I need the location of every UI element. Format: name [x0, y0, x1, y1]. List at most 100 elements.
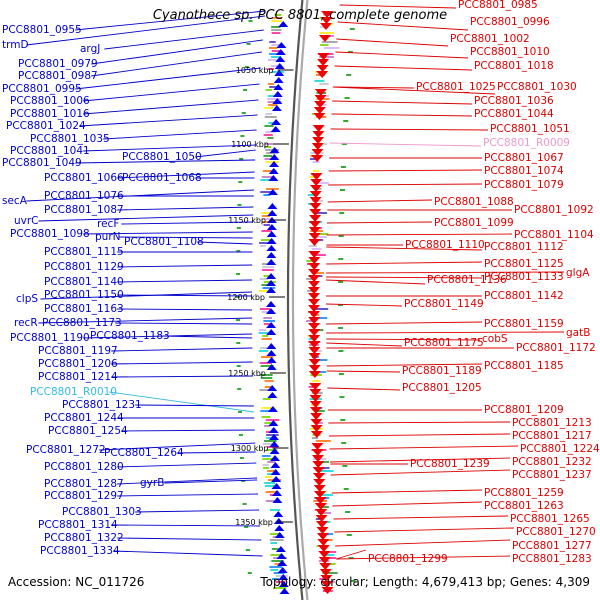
gene-feature — [262, 269, 274, 271]
plus-strand-gene — [311, 443, 324, 450]
plus-strand-gene — [311, 149, 324, 156]
gene-feature — [267, 137, 274, 139]
gc-marker — [236, 319, 241, 321]
gene-label: PCC8801_1185 — [484, 360, 564, 372]
gene-feature — [262, 170, 277, 172]
minus-strand-gene — [266, 280, 276, 286]
label-leader — [115, 322, 253, 325]
gene-label: PCC8801_1314 — [38, 519, 118, 531]
label-leader — [326, 338, 481, 341]
gene-feature — [315, 440, 331, 442]
minus-strand-gene — [266, 287, 276, 293]
plus-strand-gene — [308, 329, 321, 336]
plus-strand-gene — [310, 431, 323, 438]
label-leader — [135, 404, 254, 407]
minus-strand-gene — [266, 252, 277, 258]
gene-feature — [323, 554, 335, 556]
gene-feature — [265, 476, 272, 478]
label-leader — [333, 515, 509, 520]
gene-label: PCC8801_1006 — [10, 95, 90, 107]
plus-strand-gene — [311, 143, 324, 150]
plus-strand-gene — [311, 449, 324, 456]
plus-strand-gene — [310, 425, 323, 432]
gene-feature — [262, 443, 273, 445]
minus-strand-gene — [271, 483, 282, 489]
gene-feature — [268, 59, 281, 61]
gene-feature — [263, 275, 272, 277]
gc-marker — [338, 258, 344, 260]
plus-strand-gene — [312, 455, 324, 462]
plus-strand-gene — [309, 383, 322, 390]
gene-feature — [318, 506, 329, 508]
gene-feature — [270, 509, 280, 511]
gene-label: PCC8801_1303 — [62, 506, 142, 518]
plus-strand-gene — [316, 65, 329, 72]
minus-strand-gene — [266, 350, 277, 356]
minus-strand-gene — [269, 147, 280, 153]
label-leader — [111, 375, 253, 378]
gene-feature — [269, 566, 282, 568]
minus-strand-gene — [269, 441, 280, 447]
label-leader — [103, 129, 257, 140]
gc-marker — [345, 511, 351, 513]
gene-label: PCC8801_1173 — [42, 317, 122, 329]
gene-feature — [315, 518, 322, 520]
gc-marker — [338, 281, 344, 283]
minus-strand-gene — [270, 469, 281, 475]
gene-feature — [318, 470, 334, 472]
plus-strand-gene — [320, 17, 333, 24]
gene-label: PCC8801_1041 — [10, 145, 90, 157]
gene-feature — [264, 386, 272, 388]
minus-strand-gene — [278, 581, 289, 587]
label-leader — [26, 15, 265, 46]
gene-feature — [261, 218, 272, 220]
plus-strand-gene — [308, 221, 321, 228]
gene-label: PCC8801_1049 — [2, 157, 82, 169]
gene-label: PCC8801_1016 — [10, 108, 90, 120]
gene-feature — [264, 146, 271, 148]
gc-marker — [340, 189, 345, 191]
gene-label: PCC8801_1224 — [520, 443, 600, 455]
gene-feature — [322, 572, 338, 574]
plus-strand-gene — [318, 557, 331, 564]
minus-strand-gene — [274, 63, 285, 69]
gene-feature — [260, 191, 272, 193]
gene-feature — [259, 362, 272, 364]
label-leader — [336, 555, 511, 560]
plus-strand-gene — [310, 185, 322, 192]
label-leader — [326, 276, 483, 279]
gc-marker — [343, 488, 349, 490]
gc-marker — [238, 181, 243, 183]
gene-feature — [260, 410, 274, 412]
gene-label: PCC8801_1189 — [402, 365, 482, 377]
plus-strand-gene — [320, 575, 333, 582]
plus-strand-gene — [313, 107, 326, 114]
gene-feature — [268, 83, 275, 85]
gene-label: PCC8801_0987 — [18, 70, 98, 82]
gene-label: PCC8801_1092 — [514, 204, 594, 216]
gene-label: glgA — [566, 267, 590, 279]
gene-label: PCC8801_1125 — [484, 258, 564, 270]
gene-feature — [267, 461, 276, 463]
gene-feature — [312, 317, 328, 319]
gene-feature — [262, 266, 274, 268]
gene-label: PCC8801_1051 — [490, 123, 570, 135]
gene-feature — [265, 161, 279, 163]
gc-marker — [341, 143, 347, 145]
minus-strand-gene — [276, 553, 287, 559]
plus-strand-gene — [317, 539, 330, 546]
gene-label: PCC8801_1287 — [44, 478, 124, 490]
gene-label: PCC8801_1018 — [474, 60, 554, 72]
gene-label: PCC8801_1299 — [368, 553, 448, 565]
gene-label: PCC8801_1149 — [404, 298, 484, 310]
gc-marker — [246, 43, 251, 45]
minus-strand-gene — [267, 406, 278, 412]
gene-feature — [263, 194, 271, 196]
plus-strand-gene — [311, 155, 324, 162]
gene-feature — [271, 56, 281, 58]
gene-feature — [268, 104, 278, 106]
plus-strand-gene — [316, 533, 329, 540]
label-leader — [332, 86, 496, 95]
gene-label: PCC8801_1334 — [40, 545, 120, 557]
plus-strand-gene — [308, 251, 321, 258]
